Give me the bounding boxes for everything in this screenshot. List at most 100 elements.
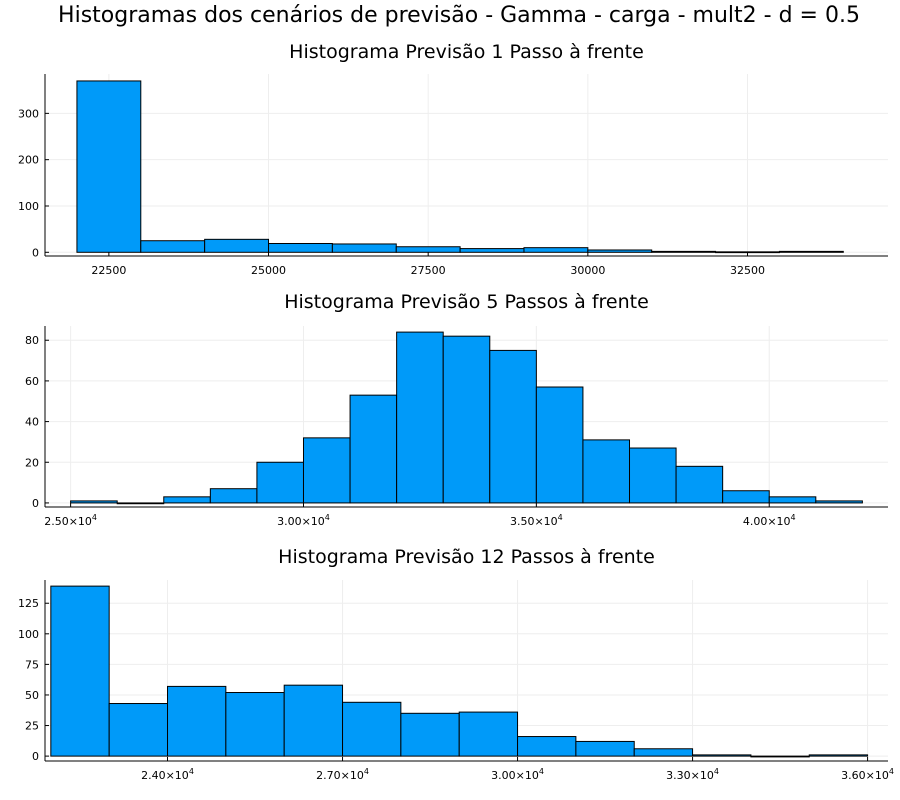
x-tick-label: 22500 <box>91 264 126 277</box>
histogram-bar <box>395 246 461 253</box>
x-tick-label-exponent: 4 <box>889 767 894 776</box>
x-tick-label: 3.30×104 <box>666 767 719 782</box>
histogram-bar <box>750 755 810 758</box>
x-tick-label: 27500 <box>411 264 446 277</box>
histogram-bar <box>587 249 653 253</box>
y-tick-label: 0 <box>32 750 39 763</box>
x-tick-label-mantissa: 22500 <box>91 264 126 277</box>
x-tick-label-mantissa: 3.30×10 <box>666 769 714 782</box>
histogram-bar <box>808 754 869 757</box>
x-tick-label-mantissa: 3.50×10 <box>510 515 558 528</box>
y-tick-label: 200 <box>18 154 39 167</box>
histogram-bar <box>167 685 227 757</box>
histogram-bar <box>778 250 844 253</box>
histogram-bar <box>268 242 333 253</box>
x-tick-label-exponent: 4 <box>791 513 796 522</box>
histogram-bar <box>116 502 165 505</box>
x-tick-label-mantissa: 2.50×10 <box>44 515 92 528</box>
x-tick-label: 4.00×104 <box>743 513 796 528</box>
y-tick-label: 125 <box>18 597 39 610</box>
y-tick-label: 100 <box>18 200 39 213</box>
histogram-bar <box>651 250 717 253</box>
x-tick-label: 2.70×104 <box>316 767 369 782</box>
y-tick-label: 25 <box>25 720 39 733</box>
x-tick-label: 3.60×104 <box>841 767 894 782</box>
x-tick-label-exponent: 4 <box>325 513 330 522</box>
histogram-bar <box>459 248 525 253</box>
x-tick-label: 32500 <box>730 264 765 277</box>
y-tick-label: 0 <box>32 497 39 510</box>
x-tick-label-mantissa: 2.70×10 <box>316 769 364 782</box>
histogram-bar <box>489 349 537 504</box>
histogram-bar <box>442 335 491 504</box>
x-tick-label-mantissa: 30000 <box>570 264 605 277</box>
x-tick-label-exponent: 4 <box>714 767 719 776</box>
y-tick-label: 40 <box>25 416 39 429</box>
histogram-bar <box>108 703 169 757</box>
histogram-bar <box>163 496 211 504</box>
panel-title: Histograma Previsão 1 Passo à frente <box>289 41 644 63</box>
histogram-bar <box>342 701 402 757</box>
histogram-bar <box>692 754 752 757</box>
figure-suptitle: Histogramas dos cenários de previsão - G… <box>58 3 860 28</box>
histogram-bar <box>140 240 206 253</box>
histogram-bar <box>815 500 863 504</box>
histogram-bar <box>204 238 270 253</box>
x-tick-label: 3.00×104 <box>491 767 544 782</box>
y-tick-label: 60 <box>25 375 39 388</box>
y-tick-label: 0 <box>32 246 39 259</box>
x-tick-label: 30000 <box>570 264 605 277</box>
x-tick-label-exponent: 4 <box>92 513 97 522</box>
x-tick-label-exponent: 4 <box>539 767 544 776</box>
panel-title: Histograma Previsão 12 Passos à frente <box>278 546 655 568</box>
x-tick-label-exponent: 4 <box>189 767 194 776</box>
histogram-bar <box>256 461 304 504</box>
histogram-bar <box>535 386 584 504</box>
y-tick-label: 80 <box>25 334 39 347</box>
histogram-bar <box>283 684 344 757</box>
x-tick-label-mantissa: 27500 <box>411 264 446 277</box>
x-tick-label: 2.50×104 <box>44 513 97 528</box>
histogram-bar <box>517 736 577 757</box>
x-tick-label: 25000 <box>251 264 286 277</box>
histogram-bar <box>349 394 398 504</box>
x-tick-label-mantissa: 25000 <box>251 264 286 277</box>
histogram-panel-5-steps: Histograma Previsão 5 Passos à frente 0 20… <box>25 291 888 528</box>
histogram-bar <box>633 748 694 757</box>
histogram-bar <box>458 711 519 757</box>
histogram-bar <box>523 247 589 253</box>
y-tick-label: 20 <box>25 456 39 469</box>
x-tick-label-exponent: 4 <box>558 513 563 522</box>
x-tick-label: 3.00×104 <box>277 513 330 528</box>
panel-title: Histograma Previsão 5 Passos à frente <box>284 291 649 313</box>
histogram-panel-1-step: Histograma Previsão 1 Passo à frente 0 100… <box>18 41 888 277</box>
histogram-bar <box>675 465 724 504</box>
y-tick-label: 50 <box>25 689 39 702</box>
histogram-bar <box>768 496 817 504</box>
x-tick-label-mantissa: 3.00×10 <box>491 769 539 782</box>
histogram-bar <box>225 692 285 757</box>
x-tick-label-mantissa: 3.00×10 <box>277 515 325 528</box>
x-tick-label-mantissa: 3.60×10 <box>841 769 889 782</box>
histogram-bar <box>302 437 351 504</box>
histogram-bar <box>629 447 677 504</box>
x-tick-label-mantissa: 32500 <box>730 264 765 277</box>
x-tick-label-mantissa: 4.00×10 <box>743 515 791 528</box>
histogram-bar <box>722 490 770 504</box>
histogram-bar <box>70 500 118 504</box>
x-tick-label: 2.40×104 <box>141 767 194 782</box>
x-tick-label-mantissa: 2.40×10 <box>141 769 189 782</box>
x-tick-label: 3.50×104 <box>510 513 563 528</box>
histogram-bar <box>396 331 444 504</box>
histogram-bar <box>50 585 110 757</box>
histogram-bar <box>582 439 631 504</box>
histogram-bar <box>575 740 635 757</box>
x-tick-label-exponent: 4 <box>364 767 369 776</box>
histogram-panel-12-steps: Histograma Previsão 12 Passos à frente 0 2… <box>18 546 894 782</box>
histogram-bar <box>76 80 142 253</box>
histogram-bar <box>400 712 460 757</box>
histogram-bar <box>209 488 258 504</box>
y-tick-label: 75 <box>25 658 39 671</box>
y-tick-label: 100 <box>18 628 39 641</box>
